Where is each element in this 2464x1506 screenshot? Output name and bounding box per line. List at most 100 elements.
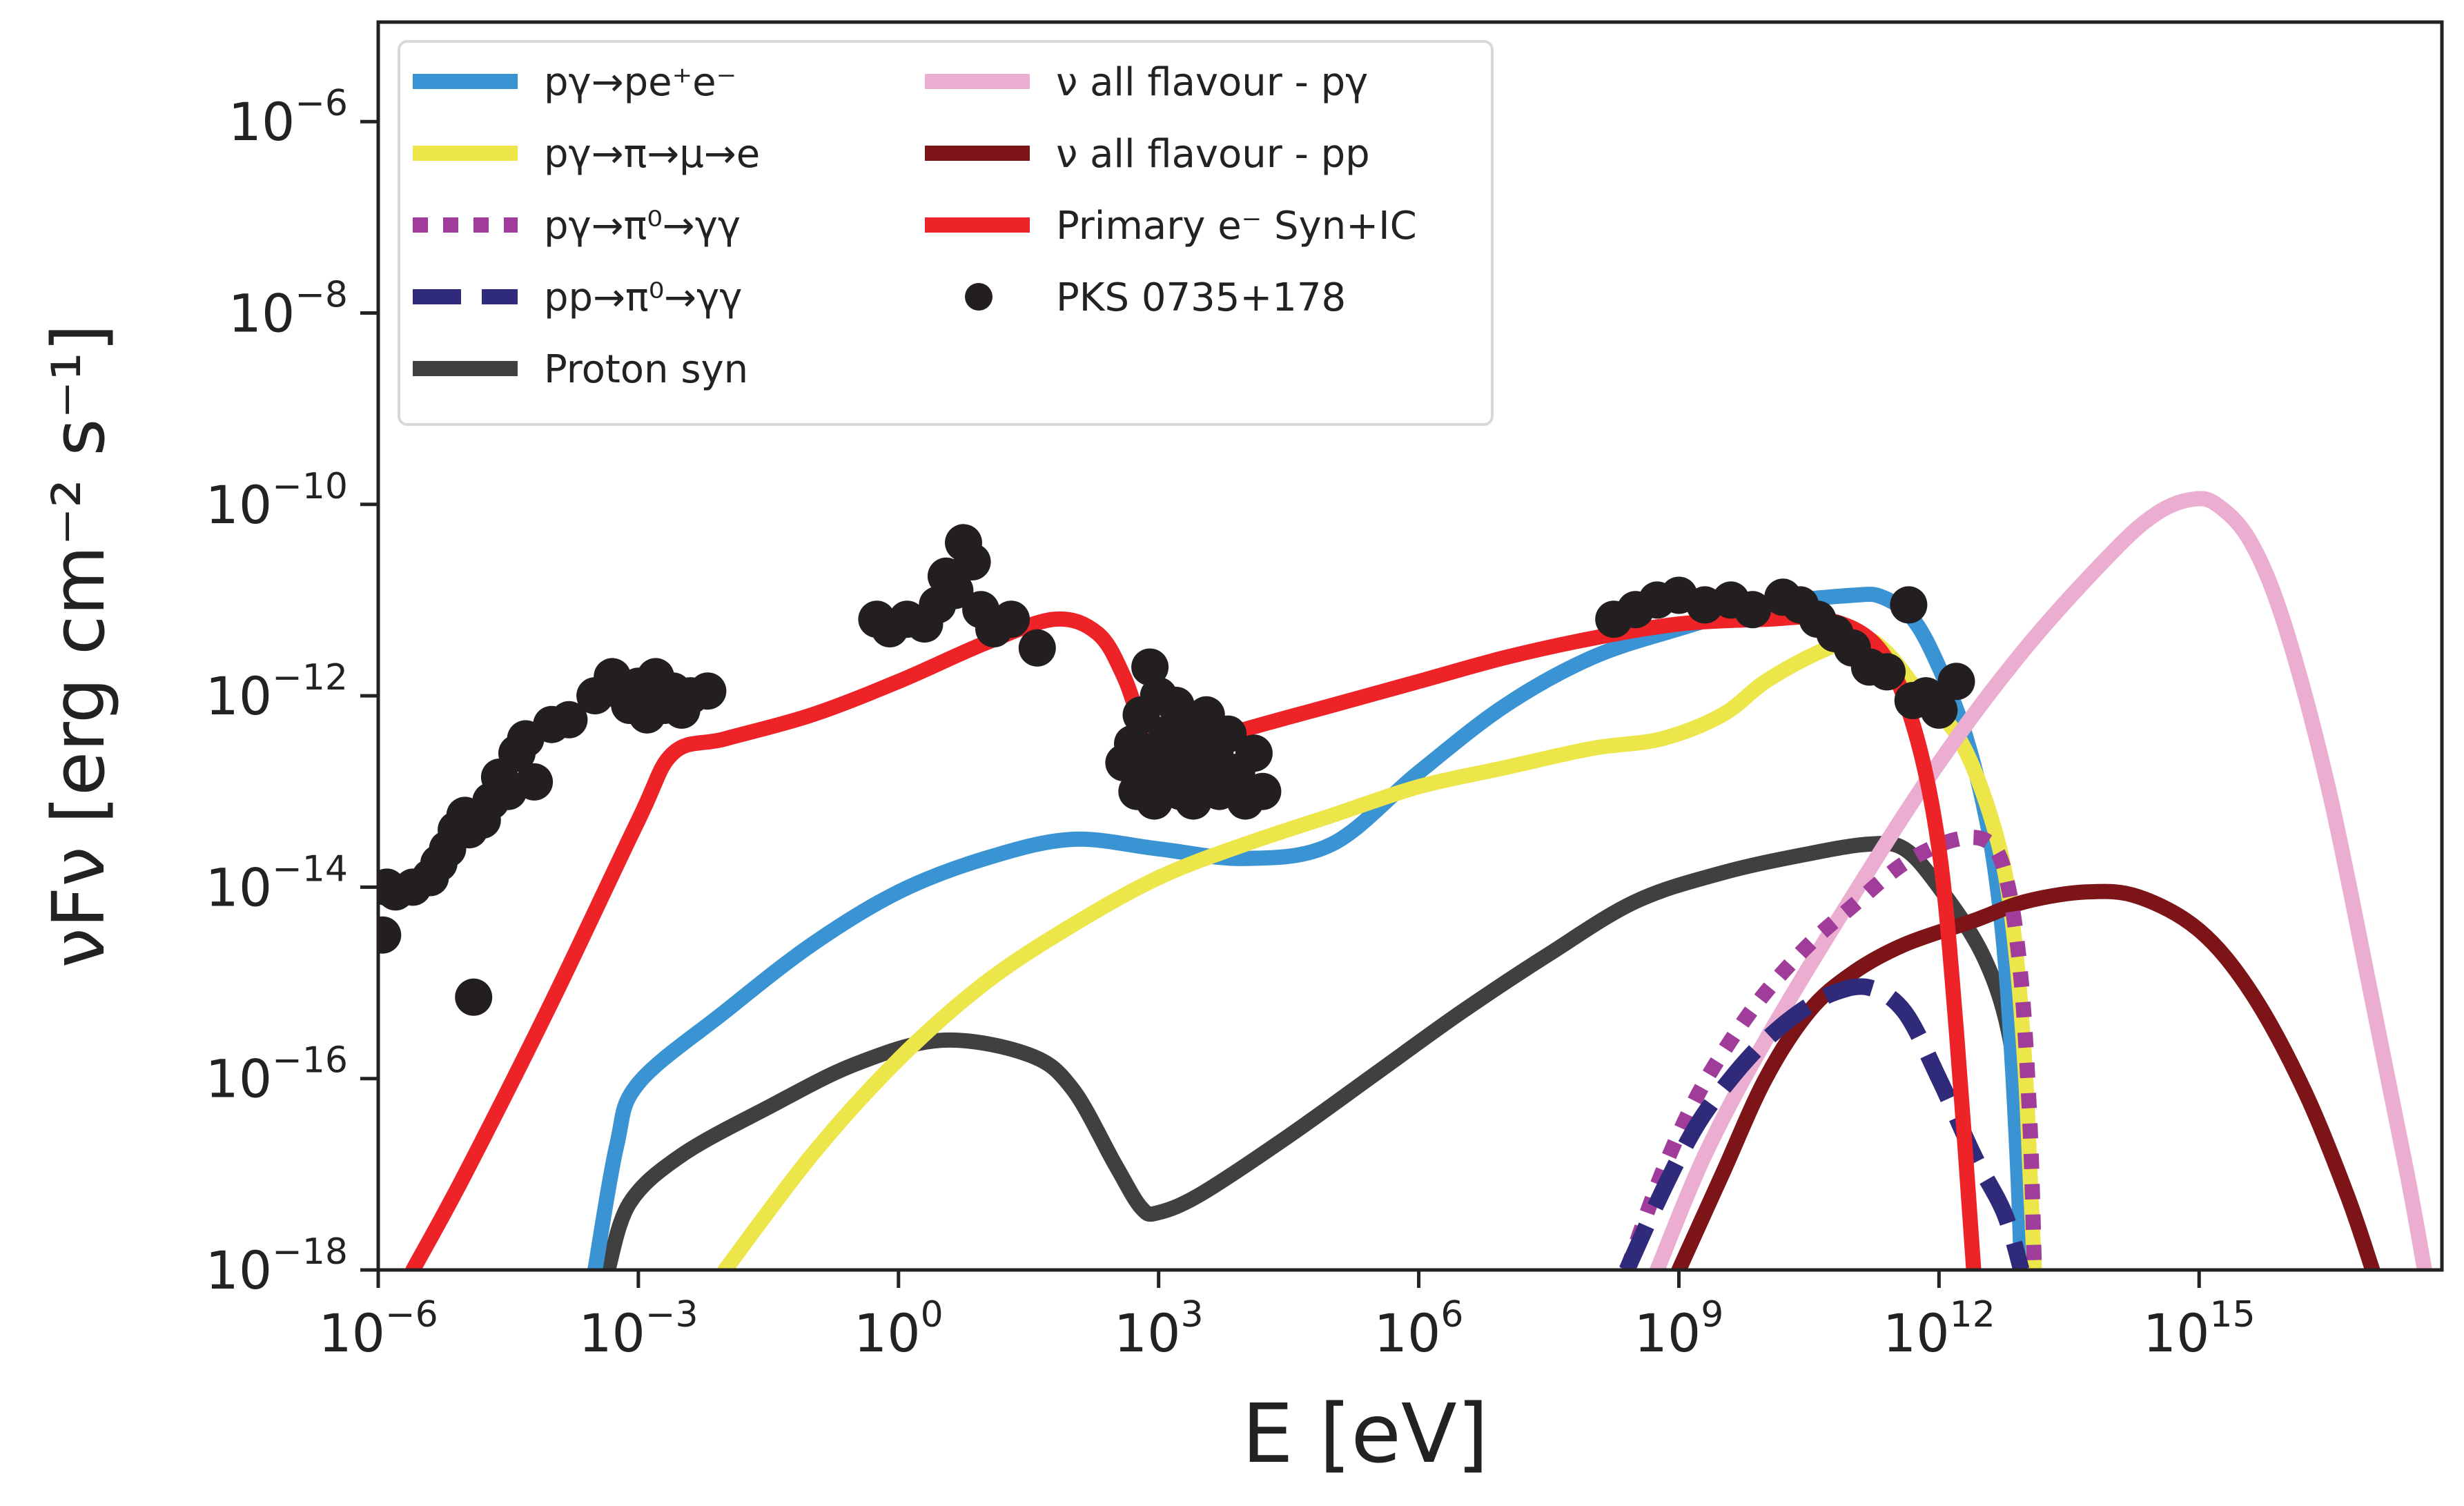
y-tick-base: 10 [206, 1048, 273, 1110]
legend-marker [965, 283, 993, 311]
x-tick-label: 103 [1114, 1294, 1204, 1364]
legend-item: ν all flavour - pγ [925, 60, 1368, 105]
x-tick-exponent: 0 [921, 1294, 943, 1336]
x-tick-label: 1015 [2143, 1294, 2256, 1364]
data-points-layer [378, 524, 1975, 1016]
y-tick-label: 10−6 [228, 83, 348, 153]
legend-item: PKS 0735+178 [965, 275, 1346, 320]
y-tick-label: 10−8 [228, 274, 348, 344]
x-tick-label: 109 [1634, 1294, 1724, 1364]
data-point [1018, 629, 1056, 667]
x-tick-base: 10 [1374, 1302, 1441, 1364]
plot-frame [376, 20, 2444, 1272]
legend-item: pγ→π⁰→γγ [413, 204, 741, 248]
x-tick-base: 10 [1114, 1302, 1181, 1364]
legend-label: Proton syn [544, 347, 748, 392]
data-point [1868, 653, 1906, 691]
legend-label: pp→π⁰→γγ [544, 275, 742, 320]
data-point [993, 600, 1030, 638]
y-tick-exponent: −16 [272, 1040, 348, 1082]
legend: pγ→pe⁺e⁻ pγ→π→μ→e pγ→π⁰→γγ pp→π⁰→γγ Proton s… [398, 40, 1494, 426]
y-tick-base: 10 [228, 91, 295, 153]
series-line-p-e [717, 630, 2042, 1270]
data-point [1209, 715, 1247, 753]
legend-label: Primary e⁻ Syn+IC [1056, 204, 1417, 248]
x-tick-label: 10−6 [318, 1294, 438, 1364]
legend-item: pp→π⁰→γγ [413, 275, 742, 320]
data-point [953, 543, 991, 580]
x-tick-base: 10 [318, 1302, 385, 1364]
data-point [936, 571, 974, 609]
series-line-pp [1619, 978, 2030, 1270]
x-tick-exponent: 12 [1950, 1294, 1995, 1336]
data-point [455, 978, 493, 1016]
series-line-proton-syn [600, 835, 2033, 1270]
data-point [516, 763, 554, 801]
legend-label: ν all flavour - pp [1056, 132, 1370, 177]
data-point [550, 701, 588, 739]
y-tick-exponent: −10 [272, 466, 348, 507]
y-tick-label: 10−12 [206, 657, 348, 727]
legend-label: PKS 0735+178 [1056, 275, 1346, 320]
y-tick-base: 10 [206, 857, 273, 918]
data-point [1734, 591, 1772, 629]
x-tick-exponent: 6 [1440, 1294, 1463, 1336]
legend-label: pγ→pe⁺e⁻ [544, 60, 736, 105]
data-point [1114, 725, 1151, 763]
y-tick-exponent: −12 [272, 657, 348, 698]
x-tick-label: 10−3 [578, 1294, 698, 1364]
y-tick-exponent: −14 [272, 848, 348, 890]
x-tick-exponent: −6 [385, 1294, 438, 1336]
data-point [1920, 691, 1958, 729]
x-tick-exponent: 15 [2210, 1294, 2256, 1336]
x-tick-base: 10 [1883, 1302, 1950, 1364]
x-tick-label: 1012 [1883, 1294, 1995, 1364]
data-point [378, 916, 402, 954]
x-tick-base: 10 [578, 1302, 645, 1364]
legend-label: pγ→π→μ→e [544, 132, 760, 177]
series-line-all-flavour-p [1650, 491, 2432, 1270]
series-line-p [1619, 830, 2042, 1270]
y-tick-base: 10 [206, 474, 273, 536]
x-tick-base: 10 [854, 1302, 921, 1364]
x-tick-label: 106 [1374, 1294, 1464, 1364]
x-tick-label: 100 [854, 1294, 943, 1364]
legend-item: Primary e⁻ Syn+IC [925, 204, 1417, 248]
y-tick-base: 10 [206, 665, 273, 727]
x-tick-exponent: 3 [1180, 1294, 1203, 1336]
y-tick-label: 10−16 [206, 1040, 348, 1110]
data-point [1937, 663, 1975, 701]
legend-label: pγ→π⁰→γγ [544, 204, 741, 248]
y-tick-exponent: −6 [295, 83, 348, 124]
legend-box [398, 40, 1494, 426]
y-tick-label: 10−18 [206, 1231, 348, 1301]
x-tick-exponent: −3 [645, 1294, 698, 1336]
y-tick-exponent: −8 [295, 274, 348, 315]
x-tick-base: 10 [2143, 1302, 2210, 1364]
legend-item: pγ→π→μ→e [413, 132, 760, 177]
data-point [1235, 734, 1273, 772]
x-axis-ticks: 10−6 10−3 100 103 106 109 1012 1015 [318, 1270, 2256, 1364]
y-tick-exponent: −18 [272, 1231, 348, 1273]
legend-label: ν all flavour - pγ [1056, 60, 1368, 105]
data-point [1131, 648, 1169, 686]
x-axis-label: E [eV] [1242, 1386, 1488, 1481]
legend-item: ν all flavour - pp [925, 132, 1370, 177]
y-tick-base: 10 [228, 282, 295, 344]
y-tick-label: 10−10 [206, 466, 348, 536]
legend-item: Proton syn [413, 347, 748, 392]
x-tick-exponent: 9 [1701, 1294, 1723, 1336]
series-layer [405, 491, 2432, 1270]
data-point [1890, 586, 1928, 624]
y-tick-base: 10 [206, 1240, 273, 1301]
data-point [689, 672, 727, 710]
data-point [1244, 772, 1282, 810]
y-tick-label: 10−14 [206, 848, 348, 918]
legend-entries: pγ→pe⁺e⁻ pγ→π→μ→e pγ→π⁰→γγ pp→π⁰→γγ Proton s… [413, 60, 1417, 392]
y-axis-label: νFν [erg cm⁻² s⁻¹] [37, 324, 121, 968]
series-line-all-flavour-pp [1671, 883, 2380, 1270]
x-tick-base: 10 [1634, 1302, 1701, 1364]
legend-item: pγ→pe⁺e⁻ [413, 60, 736, 105]
